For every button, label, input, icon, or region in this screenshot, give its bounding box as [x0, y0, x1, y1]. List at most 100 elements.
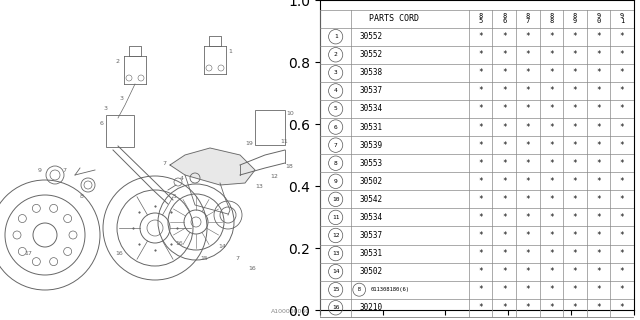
Text: *: *	[596, 285, 600, 294]
Text: *: *	[479, 159, 483, 168]
Text: *: *	[502, 303, 506, 312]
Text: 9: 9	[38, 168, 42, 173]
Text: *: *	[525, 123, 530, 132]
Text: 30534: 30534	[359, 213, 382, 222]
Text: 5: 5	[334, 107, 337, 111]
Text: *: *	[502, 123, 506, 132]
Text: *: *	[573, 50, 577, 59]
Text: *: *	[502, 32, 506, 41]
Text: *: *	[596, 159, 600, 168]
Text: *: *	[479, 105, 483, 114]
Text: 7: 7	[62, 168, 66, 173]
Text: 8: 8	[334, 161, 337, 166]
Text: *: *	[479, 86, 483, 95]
Text: *: *	[620, 303, 624, 312]
Text: *: *	[502, 213, 506, 222]
Text: *: *	[502, 68, 506, 77]
Text: 3: 3	[104, 106, 108, 111]
Text: 8
9: 8 9	[573, 13, 577, 24]
Text: *: *	[596, 249, 600, 258]
Text: 30552: 30552	[359, 32, 382, 41]
Text: *: *	[573, 231, 577, 240]
Text: *: *	[525, 32, 530, 41]
Text: *: *	[549, 249, 554, 258]
Text: *: *	[479, 195, 483, 204]
Text: 30502: 30502	[359, 177, 382, 186]
Text: *: *	[549, 68, 554, 77]
Text: *: *	[620, 177, 624, 186]
Text: 1: 1	[334, 34, 337, 39]
Text: *: *	[479, 123, 483, 132]
Text: *: *	[620, 159, 624, 168]
Text: *: *	[479, 285, 483, 294]
Text: 11: 11	[280, 139, 288, 144]
Text: 12: 12	[270, 174, 278, 179]
Text: *: *	[549, 195, 554, 204]
Text: *: *	[549, 32, 554, 41]
Text: *: *	[479, 68, 483, 77]
Text: 30539: 30539	[359, 140, 382, 150]
Text: *: *	[502, 50, 506, 59]
Text: 13: 13	[332, 251, 339, 256]
Text: 7: 7	[235, 256, 239, 261]
Text: *: *	[502, 140, 506, 150]
Text: *: *	[620, 249, 624, 258]
Text: 1: 1	[228, 49, 232, 54]
Text: 6: 6	[100, 121, 104, 126]
Text: 9
1: 9 1	[620, 13, 624, 24]
Text: *: *	[549, 213, 554, 222]
Text: *: *	[525, 195, 530, 204]
Text: 14: 14	[218, 244, 226, 249]
Text: 30502: 30502	[359, 267, 382, 276]
Text: 4: 4	[334, 88, 337, 93]
Text: *: *	[525, 140, 530, 150]
Text: *: *	[573, 177, 577, 186]
Text: 8
7: 8 7	[525, 13, 530, 24]
Text: *: *	[620, 285, 624, 294]
Text: *: *	[620, 123, 624, 132]
Text: *: *	[573, 123, 577, 132]
Text: *: *	[479, 213, 483, 222]
Text: *: *	[525, 105, 530, 114]
Text: *: *	[573, 140, 577, 150]
Text: 8: 8	[80, 194, 84, 199]
Text: 30552: 30552	[359, 50, 382, 59]
Text: *: *	[549, 86, 554, 95]
Text: *: *	[596, 123, 600, 132]
Text: *: *	[596, 32, 600, 41]
Text: *: *	[596, 303, 600, 312]
Text: *: *	[502, 231, 506, 240]
Text: *: *	[502, 105, 506, 114]
Text: *: *	[596, 195, 600, 204]
Text: *: *	[620, 140, 624, 150]
Text: *: *	[549, 50, 554, 59]
Text: *: *	[620, 86, 624, 95]
Text: *: *	[525, 177, 530, 186]
Text: A100000060: A100000060	[271, 309, 310, 314]
Text: 9: 9	[334, 179, 337, 184]
Text: *: *	[596, 177, 600, 186]
Text: 30534: 30534	[359, 105, 382, 114]
Text: 30538: 30538	[359, 68, 382, 77]
Text: *: *	[479, 303, 483, 312]
Text: *: *	[549, 140, 554, 150]
Text: *: *	[573, 105, 577, 114]
Text: 13: 13	[255, 184, 263, 189]
Text: *: *	[596, 231, 600, 240]
Text: *: *	[525, 285, 530, 294]
Text: 8
8: 8 8	[549, 13, 554, 24]
Text: *: *	[525, 231, 530, 240]
Text: B: B	[358, 287, 360, 292]
Text: *: *	[525, 213, 530, 222]
Text: *: *	[573, 68, 577, 77]
Text: 5: 5	[173, 194, 177, 199]
Text: 17: 17	[24, 251, 32, 256]
Text: *: *	[573, 32, 577, 41]
Text: *: *	[502, 159, 506, 168]
Text: *: *	[620, 68, 624, 77]
Text: *: *	[549, 303, 554, 312]
Text: 2: 2	[116, 59, 120, 64]
Text: *: *	[573, 86, 577, 95]
Text: PARTS CORD: PARTS CORD	[369, 14, 419, 23]
Text: *: *	[620, 213, 624, 222]
